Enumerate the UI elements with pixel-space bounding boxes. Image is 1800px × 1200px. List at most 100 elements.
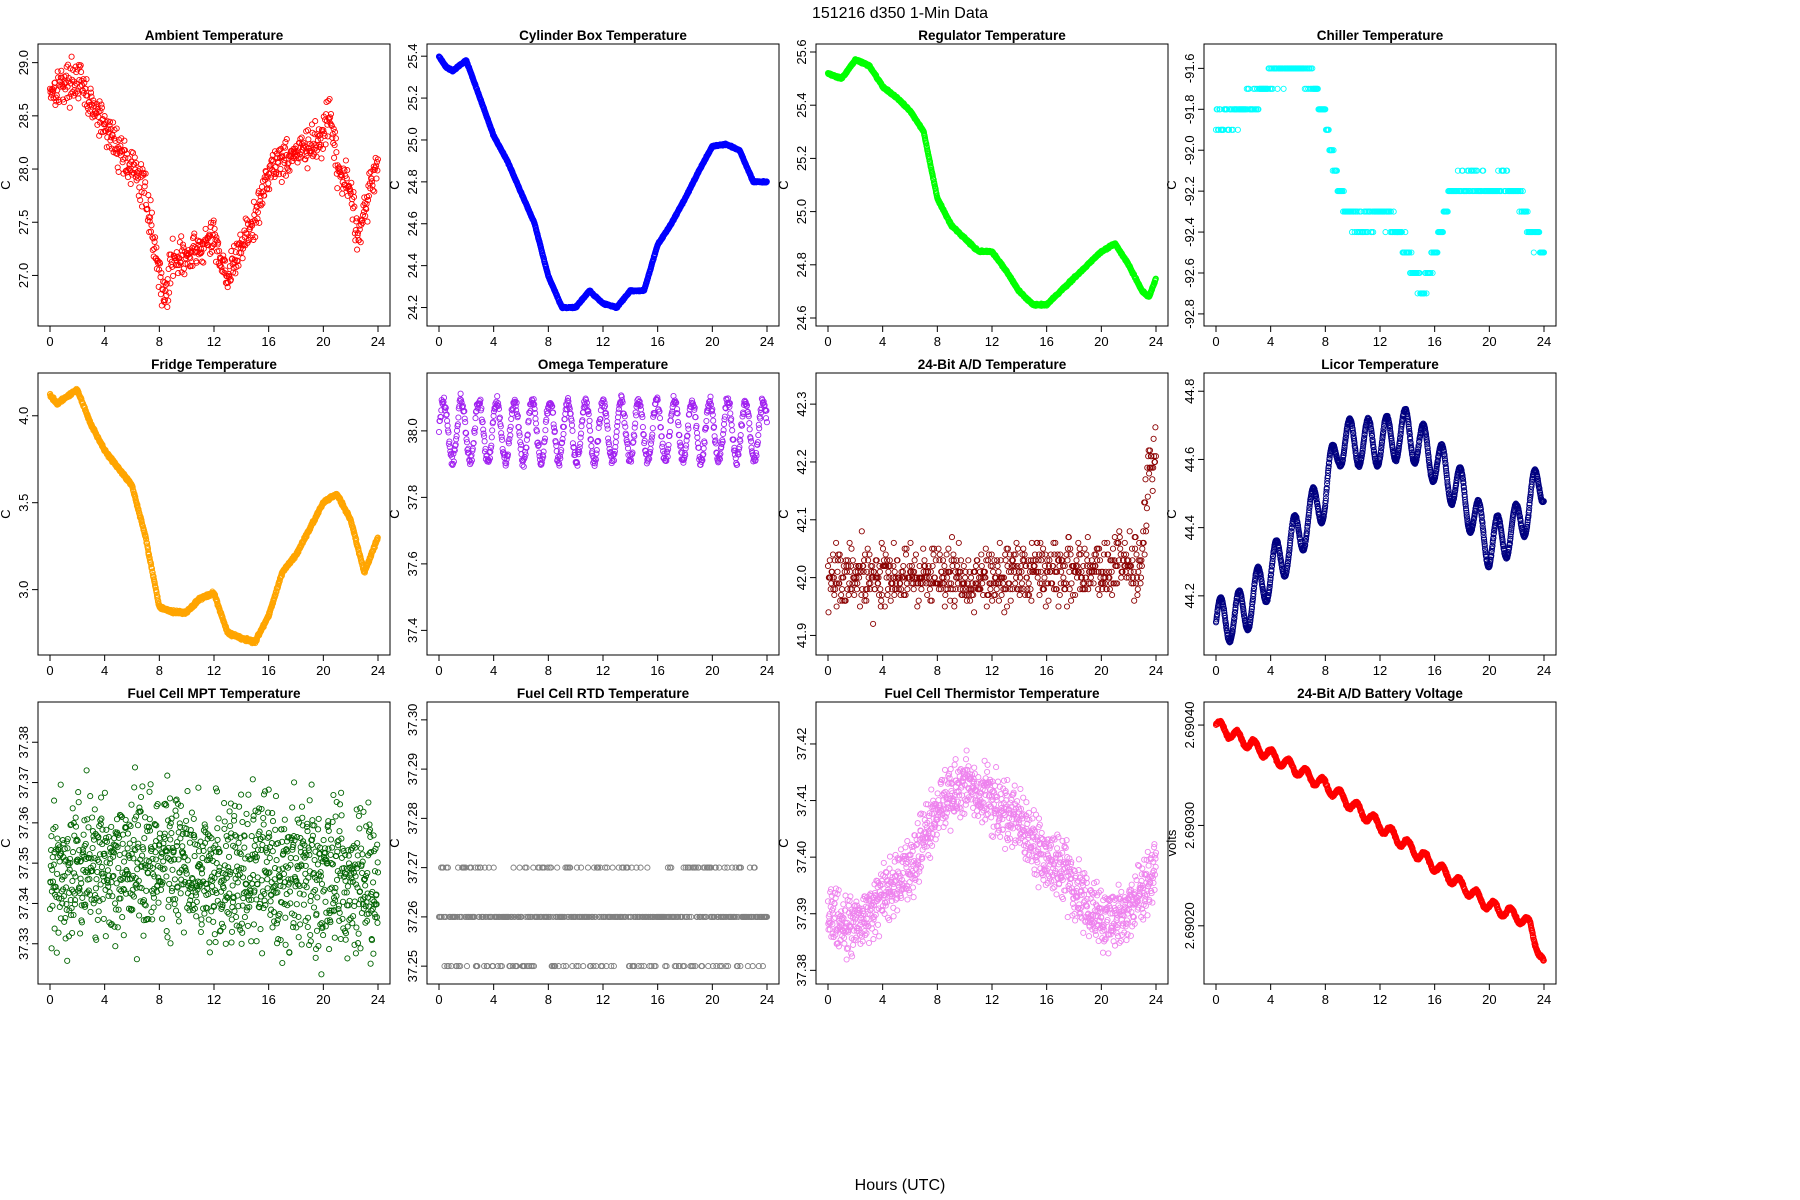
x-tick-label: 0 [824,334,831,349]
data-point [69,88,76,96]
data-point [106,118,114,125]
data-point [210,217,217,224]
data-point [349,216,356,223]
data-point [164,303,171,311]
data-point [157,274,164,281]
x-tick-label: 8 [934,334,941,349]
y-tick-label: 25.0 [405,127,420,152]
data-point [66,104,73,111]
data-point [224,284,231,291]
data-point [312,118,319,125]
data-point [198,258,206,265]
data-point [327,110,335,118]
data-point [259,200,266,207]
data-point [242,215,249,222]
data-point [200,259,207,266]
data-point [198,246,205,253]
data-point [348,179,355,186]
data-point [301,142,308,149]
y-tick-label: 27.5 [16,210,31,235]
data-point [109,132,116,139]
data-point [128,148,135,155]
data-point [297,135,304,142]
data-point [308,142,315,149]
data-point [87,85,94,92]
data-point [254,209,261,216]
data-point [350,205,357,212]
data-point [333,149,340,156]
data-point [282,139,289,146]
x-tick-label: 0 [1212,334,1219,349]
data-point [180,244,187,251]
data-point [308,121,316,128]
data-point [264,173,271,180]
data-point [331,142,338,149]
data-point [78,68,85,76]
data-series [46,385,381,647]
data-point [350,193,358,201]
data-point [294,159,301,166]
y-tick-label: 25.2 [405,85,420,110]
data-point [77,62,84,69]
data-point [206,233,213,240]
data-point [55,74,62,81]
data-point [134,175,141,182]
data-point [257,193,264,200]
data-point [320,127,327,134]
data-point [278,178,285,186]
data-point [296,140,303,147]
y-tick-label: 27.0 [16,263,31,288]
y-tick-label: 24.6 [405,211,420,236]
data-point [167,280,174,287]
panel-title: Regulator Temperature [918,28,1066,43]
panel-title: Cylinder Box Temperature [519,28,687,43]
data-point [144,205,151,212]
data-point [354,246,361,253]
data-point [188,249,195,256]
data-point [327,114,334,121]
data-point [210,219,217,226]
x-tick-label: 16 [261,334,275,349]
data-point [234,258,241,265]
data-point [170,272,177,279]
data-point [286,167,293,174]
data-point [107,125,114,132]
data-point [216,247,223,254]
data-point [127,180,134,188]
x-tick-label: 8 [1322,334,1329,349]
y-tick-label: 29.0 [16,50,31,75]
data-point [96,98,103,105]
data-point [158,269,165,277]
data-point [65,74,72,82]
data-point [369,187,376,194]
y-tick-label: 28.5 [16,103,31,128]
data-point [220,252,227,259]
data-point [187,255,194,262]
x-tick-label: 8 [545,334,552,349]
y-tick-label: -91.6 [1182,54,1197,84]
data-point [266,186,273,193]
data-point [374,156,381,163]
data-point [302,156,309,163]
y-tick-label: 25.2 [794,146,809,171]
data-point [221,257,229,264]
data-point [261,192,268,199]
y-tick-label: 28.0 [16,156,31,181]
data-point [112,150,119,157]
data-point [193,245,201,252]
data-point [357,239,364,246]
data-point [124,166,131,174]
x-axis-label: Hours (UTC) [855,1177,946,1194]
data-point [137,197,144,204]
data-point [344,167,351,174]
data-point [181,271,188,278]
data-point [313,144,320,151]
data-point [228,248,235,255]
data-point [368,178,376,185]
data-point [338,172,345,179]
data-point [178,233,185,240]
